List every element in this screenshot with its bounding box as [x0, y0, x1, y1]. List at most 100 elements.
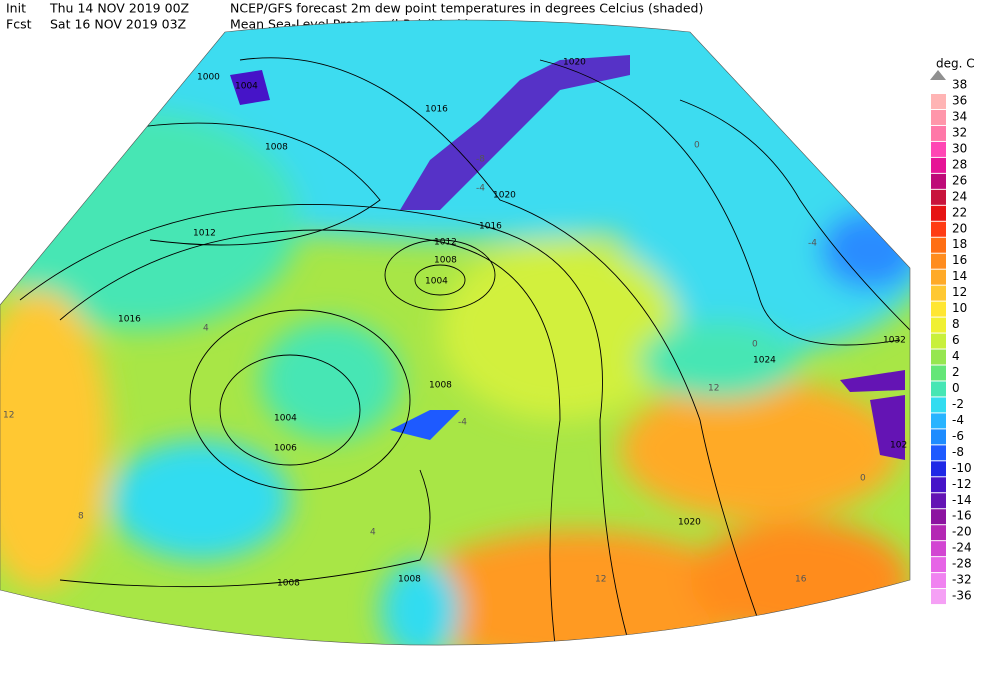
legend-swatch [931, 509, 946, 525]
pressure-label: 1020 [678, 518, 701, 528]
legend-label: -12 [952, 477, 972, 491]
legend: deg. C 383634323028262422201816141210864… [930, 57, 975, 605]
legend-label: 38 [952, 78, 967, 92]
legend-swatch [931, 301, 946, 317]
legend-swatch [931, 157, 946, 173]
pressure-label: 1020 [563, 58, 586, 68]
legend-swatch [931, 141, 946, 157]
legend-swatch [931, 493, 946, 509]
pressure-label: 1008 [265, 143, 288, 153]
pressure-label: 1008 [398, 575, 421, 585]
pressure-label: 1008 [429, 381, 452, 391]
legend-swatch [931, 333, 946, 349]
pressure-label: 1004 [274, 414, 297, 424]
pressure-label: 1016 [425, 105, 448, 115]
legend-label: 10 [952, 301, 967, 315]
legend-swatch [931, 461, 946, 477]
temperature-label: 16 [795, 575, 807, 585]
legend-label: 36 [952, 94, 967, 108]
temperature-label: -4 [808, 239, 817, 249]
legend-label: -6 [952, 429, 964, 443]
temperature-label: 0 [694, 141, 700, 151]
pressure-label: 1012 [193, 229, 216, 239]
legend-label: 16 [952, 253, 967, 267]
legend-swatch [931, 173, 946, 189]
legend-label: 6 [952, 333, 960, 347]
legend-label: 34 [952, 109, 967, 123]
legend-label: 32 [952, 125, 967, 139]
pressure-label: 1032 [883, 336, 906, 346]
temperature-label: 0 [752, 340, 758, 350]
legend-swatch [931, 109, 946, 125]
pressure-label: 1008 [277, 579, 300, 589]
pressure-label: 1004 [425, 277, 448, 287]
legend-swatch [931, 477, 946, 493]
legend-label: 14 [952, 269, 967, 283]
temperature-label: 12 [3, 411, 14, 421]
pressure-label: 1008 [434, 256, 457, 266]
legend-swatch [931, 381, 946, 397]
legend-swatch [931, 205, 946, 221]
legend-swatch [931, 317, 946, 333]
legend-swatch [931, 429, 946, 445]
legend-label: -10 [952, 461, 972, 475]
legend-label: 0 [952, 381, 960, 395]
temperature-label: -4 [476, 184, 485, 194]
legend-swatch [931, 125, 946, 141]
legend-label: -2 [952, 397, 964, 411]
fcst-label: Fcst [6, 17, 32, 32]
legend-label: 18 [952, 237, 967, 251]
temperature-labels: -8 -4 0 0 4 4 8 12 12 16 12 -4 -4 0 [3, 141, 866, 585]
legend-label: 28 [952, 157, 967, 171]
temperature-label: -8 [476, 155, 485, 165]
legend-label: -8 [952, 445, 964, 459]
legend-label: 24 [952, 189, 967, 203]
legend-label: 2 [952, 365, 960, 379]
legend-label: -32 [952, 573, 972, 587]
legend-swatch [931, 445, 946, 461]
legend-swatch [931, 589, 946, 605]
header-line1: NCEP/GFS forecast 2m dew point temperatu… [230, 1, 703, 16]
pressure-label: 1000 [197, 73, 220, 83]
legend-swatch [931, 397, 946, 413]
legend-swatch [931, 285, 946, 301]
legend-label: 20 [952, 221, 967, 235]
temperature-label: -4 [458, 418, 467, 428]
temperature-label: 4 [370, 528, 376, 538]
legend-label: 30 [952, 141, 967, 155]
legend-swatch [931, 413, 946, 429]
legend-top-arrow [930, 70, 946, 80]
pressure-label: 1020 [493, 191, 516, 201]
legend-label: 26 [952, 173, 967, 187]
legend-swatch [931, 221, 946, 237]
pressure-labels: 1000 1004 1008 1012 1016 1016 1020 1020 … [118, 58, 907, 589]
legend-swatch [931, 541, 946, 557]
temperature-label: 8 [78, 512, 84, 522]
pressure-label: 1016 [479, 222, 502, 232]
legend-swatch [931, 525, 946, 541]
pressure-label: 1006 [274, 444, 297, 454]
init-time: Thu 14 NOV 2019 00Z [49, 1, 189, 16]
init-label: Init [6, 1, 26, 16]
map-border [0, 19, 911, 646]
legend-swatch [931, 349, 946, 365]
pressure-label: 1012 [434, 238, 457, 248]
map-field [0, 20, 910, 646]
pressure-label: 102 [890, 441, 907, 451]
legend-title: deg. C [936, 57, 975, 71]
pressure-label: 1024 [753, 356, 776, 366]
pressure-label: 1004 [235, 82, 258, 92]
legend-label: 4 [952, 349, 960, 363]
fcst-time: Sat 16 NOV 2019 03Z [50, 17, 186, 32]
temperature-label: 12 [708, 384, 719, 394]
legend-swatch [931, 557, 946, 573]
legend-swatch [931, 269, 946, 285]
legend-label: -24 [952, 541, 972, 555]
temperature-label: 12 [595, 575, 606, 585]
legend-swatch [931, 189, 946, 205]
isobars [19, 57, 910, 646]
legend-label: 12 [952, 285, 967, 299]
temperature-label: 0 [860, 474, 866, 484]
legend-label: 8 [952, 317, 960, 331]
